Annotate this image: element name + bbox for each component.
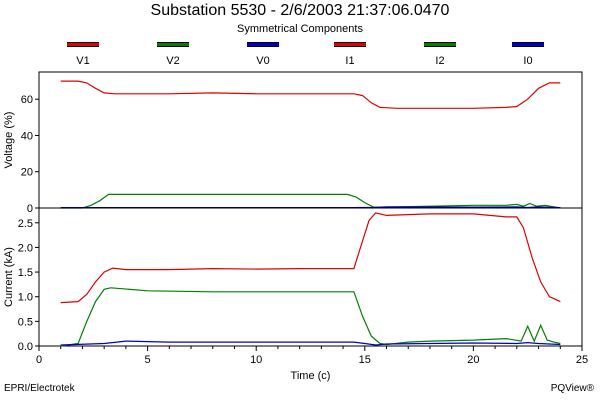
legend-label: V0 xyxy=(256,55,270,67)
series-line-i0 xyxy=(60,340,561,346)
x-tick-label: 20 xyxy=(467,354,479,366)
legend-item-i2: I2 xyxy=(420,42,460,67)
legend-swatch xyxy=(334,42,366,47)
y-tick-label: 0.0 xyxy=(18,341,33,353)
chart-title: Substation 5530 - 2/6/2003 21:37:06.0470 xyxy=(150,2,450,19)
footer-right-credit: PQView® xyxy=(550,383,594,394)
y-tick-label: 1.5 xyxy=(18,267,33,279)
series-line-i2 xyxy=(60,287,561,347)
series-line-v2 xyxy=(60,193,561,209)
chart-subtitle: Symmetrical Components xyxy=(237,23,363,35)
legend: V1 V2 V0 I1 I2 I0 xyxy=(0,40,600,70)
legend-item-v1: V1 xyxy=(63,42,103,67)
legend-label: V2 xyxy=(166,55,180,67)
legend-swatch xyxy=(247,42,279,47)
x-tick-label: 25 xyxy=(576,354,588,366)
legend-item-v2: V2 xyxy=(153,42,193,67)
legend-label: I2 xyxy=(435,55,445,67)
legend-item-i0: I0 xyxy=(508,42,548,67)
legend-swatch xyxy=(512,42,544,47)
legend-item-i1: I1 xyxy=(330,42,370,67)
y-tick-label: 20 xyxy=(21,167,33,179)
y-axis-label: Current (kA) xyxy=(3,247,15,307)
x-tick-label: 15 xyxy=(359,354,371,366)
x-tick-label: 0 xyxy=(36,354,42,366)
y-tick-label: 1.0 xyxy=(18,292,33,304)
y-tick-label: 2.5 xyxy=(18,218,33,230)
plot-frame-1 xyxy=(38,71,583,209)
series-line-v0 xyxy=(60,206,561,209)
legend-swatch xyxy=(424,42,456,47)
legend-label: V1 xyxy=(76,55,90,67)
legend-item-v0: V0 xyxy=(243,42,283,67)
legend-swatch xyxy=(67,42,99,47)
y-tick-label: 2.0 xyxy=(18,242,33,254)
y-axis-label: Voltage (%) xyxy=(3,112,15,169)
x-tick-label: 5 xyxy=(145,354,151,366)
plot-frame-2 xyxy=(38,207,583,347)
x-tick-label: 10 xyxy=(250,354,262,366)
series-line-i1 xyxy=(60,212,561,304)
legend-swatch xyxy=(157,42,189,47)
y-tick-label: 60 xyxy=(21,94,33,106)
series-line-v1 xyxy=(60,80,561,109)
y-tick-label: 0 xyxy=(27,203,33,215)
legend-label: I1 xyxy=(345,55,355,67)
footer-left-credit: EPRI/Electrotek xyxy=(4,383,75,394)
legend-label: I0 xyxy=(523,55,533,67)
y-tick-label: 40 xyxy=(21,130,33,142)
x-axis-label: Time (c) xyxy=(291,370,331,382)
y-tick-label: 0.5 xyxy=(18,316,33,328)
